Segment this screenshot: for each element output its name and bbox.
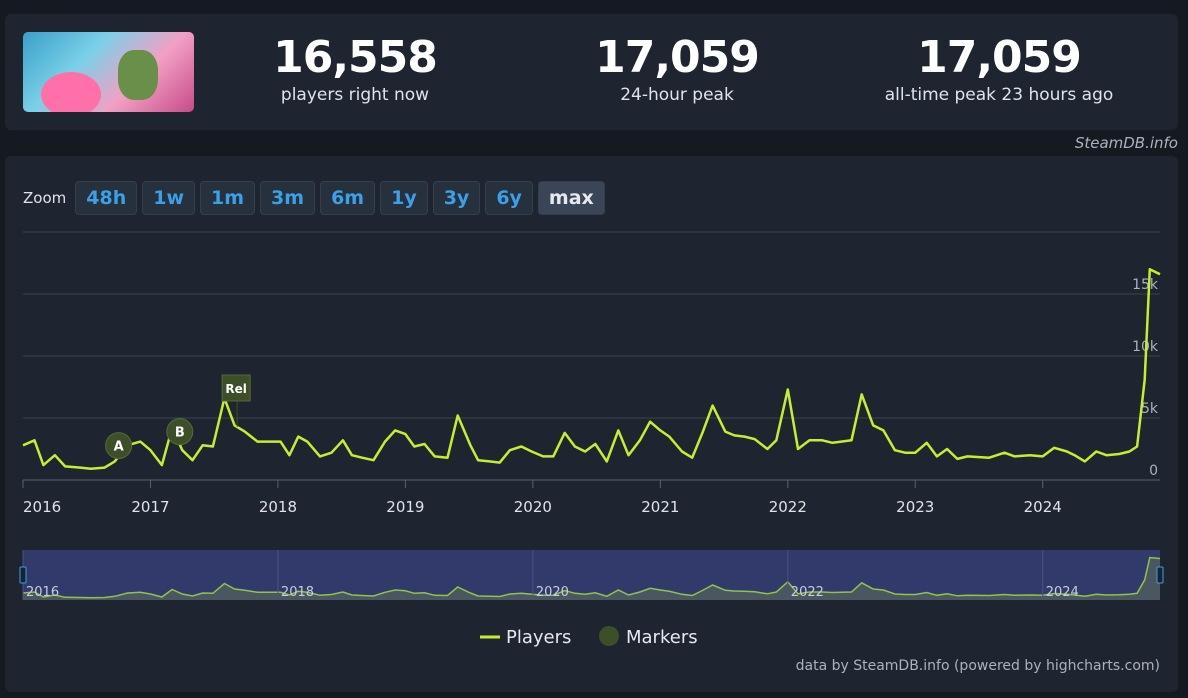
marker: [105, 432, 133, 460]
stat: 16,558 players right now: [205, 32, 505, 106]
navigator-handle: [1156, 566, 1164, 584]
marker-label: A: [114, 440, 124, 455]
x-tick-label: 2024: [1024, 498, 1062, 516]
zoom-button[interactable]: 3y: [432, 181, 481, 215]
stat: 17,059 all-time peak 23 hours ago: [849, 32, 1149, 106]
navigator-label: 2022: [791, 585, 824, 600]
marker-flag: [221, 374, 251, 402]
y-tick-label: 5k: [1141, 401, 1159, 417]
game-thumbnail: [23, 32, 194, 112]
zoom-button[interactable]: 3m: [260, 181, 316, 215]
x-tick-label: 2017: [131, 498, 169, 516]
navigator-handle: [19, 566, 27, 584]
zoom-button[interactable]: max: [537, 181, 605, 215]
zoom-button[interactable]: 1w: [142, 181, 195, 215]
chart-panel: Zoom 48h 1w 1m 3m 6m 1y 3y 6y max: [5, 156, 1178, 692]
zoom-button[interactable]: 1m: [200, 181, 256, 215]
marker: [166, 418, 194, 446]
stat-value: 17,059: [595, 32, 760, 83]
zoom-button[interactable]: 1y: [380, 181, 428, 215]
navigator-label: 2020: [536, 585, 569, 600]
x-tick-label: 2019: [386, 498, 424, 516]
legend-marker: [599, 626, 619, 646]
stat: 17,059 24-hour peak: [527, 32, 827, 106]
legend-label: Markers: [626, 627, 698, 648]
x-tick-label: 2020: [514, 498, 552, 516]
x-tick-label: 2023: [896, 498, 934, 516]
players-line: [22, 267, 1161, 471]
stat-value: 17,059: [917, 32, 1082, 83]
marker-label: Rel: [225, 382, 247, 396]
zoom-button[interactable]: 48h: [75, 181, 138, 215]
navigator-label: 2016: [26, 585, 59, 600]
marker-label: B: [175, 426, 185, 441]
y-tick-label: 0: [1149, 463, 1158, 479]
x-tick-label: 2018: [259, 498, 297, 516]
legend-label: Players: [506, 627, 571, 648]
zoom-bar: Zoom 48h 1w 1m 3m 6m 1y 3y 6y max: [23, 181, 605, 215]
navigator-bg: [23, 550, 1160, 600]
zoom-button[interactable]: 6m: [320, 181, 376, 215]
stat-value: 16,558: [273, 32, 438, 83]
stat-label: players right now: [280, 85, 430, 105]
stat-label: all-time peak 23 hours ago: [884, 85, 1114, 105]
chart-credit: data by SteamDB.info (powered by highcha…: [796, 658, 1160, 674]
y-tick-label: 15k: [1132, 277, 1159, 293]
zoom-label: Zoom: [23, 189, 67, 207]
x-tick-label: 2021: [641, 498, 679, 516]
stats-panel: 16,558 players right now 17,059 24-hour pe…: [5, 14, 1178, 130]
x-tick-label: 2016: [23, 498, 61, 516]
zoom-button[interactable]: 6y: [485, 181, 533, 215]
x-tick-label: 2022: [769, 498, 807, 516]
navigator-line: [22, 556, 1161, 599]
navigator-label: 2024: [1046, 585, 1079, 600]
source-credit: SteamDB.info: [1074, 134, 1178, 152]
navigator-label: 2018: [281, 585, 314, 600]
stat-label: 24-hour peak: [620, 85, 734, 105]
